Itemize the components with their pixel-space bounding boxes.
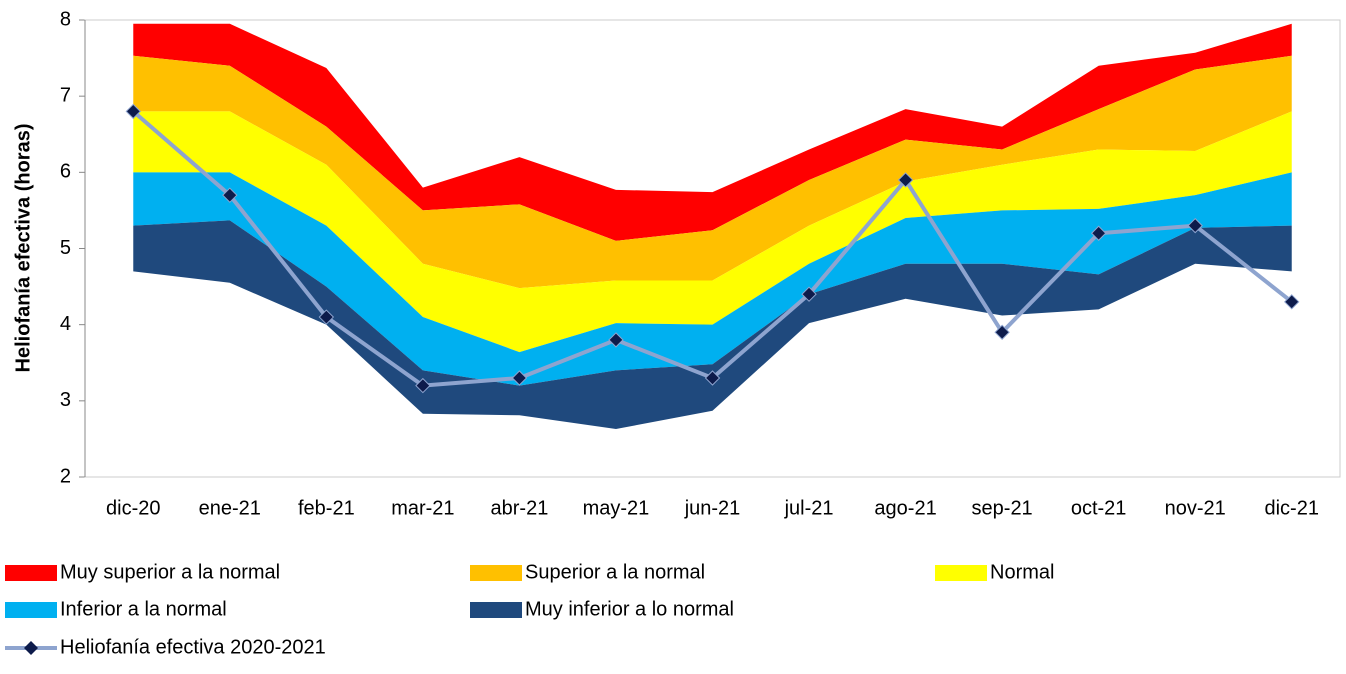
band-area xyxy=(133,111,1292,353)
legend-label: Inferior a la normal xyxy=(60,598,227,620)
legend-label: Superior a la normal xyxy=(525,561,705,583)
x-tick-label: dic-20 xyxy=(106,497,160,519)
legend-swatch xyxy=(470,602,522,618)
x-tick-label: dic-21 xyxy=(1264,497,1318,519)
line-marker xyxy=(222,187,238,203)
line-marker xyxy=(318,309,335,325)
band-area xyxy=(133,55,1292,289)
legend-marker xyxy=(24,641,38,655)
x-tick-label: oct-21 xyxy=(1071,497,1127,519)
x-tick-label: may-21 xyxy=(583,497,650,519)
band-area xyxy=(133,172,1292,386)
line-marker xyxy=(1187,217,1203,234)
line-marker xyxy=(1090,225,1107,241)
legend-label: Muy superior a la normal xyxy=(60,561,280,583)
line-marker xyxy=(608,332,624,348)
x-tick-label: abr-21 xyxy=(491,497,549,519)
legend-swatch xyxy=(5,565,57,581)
legend-label: Heliofanía efectiva 2020-2021 xyxy=(60,636,326,658)
line-marker xyxy=(511,370,528,386)
x-tick-label: jul-21 xyxy=(784,497,834,519)
line-marker xyxy=(994,324,1010,340)
y-tick-label: 6 xyxy=(60,161,71,183)
x-tick-label: feb-21 xyxy=(298,497,355,519)
y-tick-label: 5 xyxy=(60,237,71,259)
x-tick-label: nov-21 xyxy=(1165,497,1226,519)
x-tick-label: mar-21 xyxy=(391,497,454,519)
band-area xyxy=(133,23,1292,241)
y-tick-label: 7 xyxy=(60,84,71,106)
x-tick-label: jun-21 xyxy=(684,497,741,519)
y-tick-label: 8 xyxy=(60,8,71,30)
legend-label: Normal xyxy=(990,561,1054,583)
y-tick-label: 2 xyxy=(60,465,71,487)
line-marker xyxy=(1284,294,1300,310)
line-marker xyxy=(801,286,817,302)
line-marker xyxy=(897,172,914,188)
y-tick-label: 4 xyxy=(60,313,71,335)
y-tick-label: 3 xyxy=(60,389,71,411)
legend-label: Muy inferior a lo normal xyxy=(525,598,734,620)
y-axis-title: Heliofanía efectiva (horas) xyxy=(12,124,34,373)
legend-swatch xyxy=(470,565,522,581)
x-tick-label: sep-21 xyxy=(972,497,1033,519)
x-tick-label: ene-21 xyxy=(199,497,261,519)
legend-swatch xyxy=(5,602,57,618)
x-tick-label: ago-21 xyxy=(874,497,936,519)
legend-swatch xyxy=(935,565,987,581)
line-marker xyxy=(415,377,431,394)
band-area xyxy=(133,220,1292,430)
line-marker xyxy=(125,103,141,120)
line-marker xyxy=(704,370,721,386)
